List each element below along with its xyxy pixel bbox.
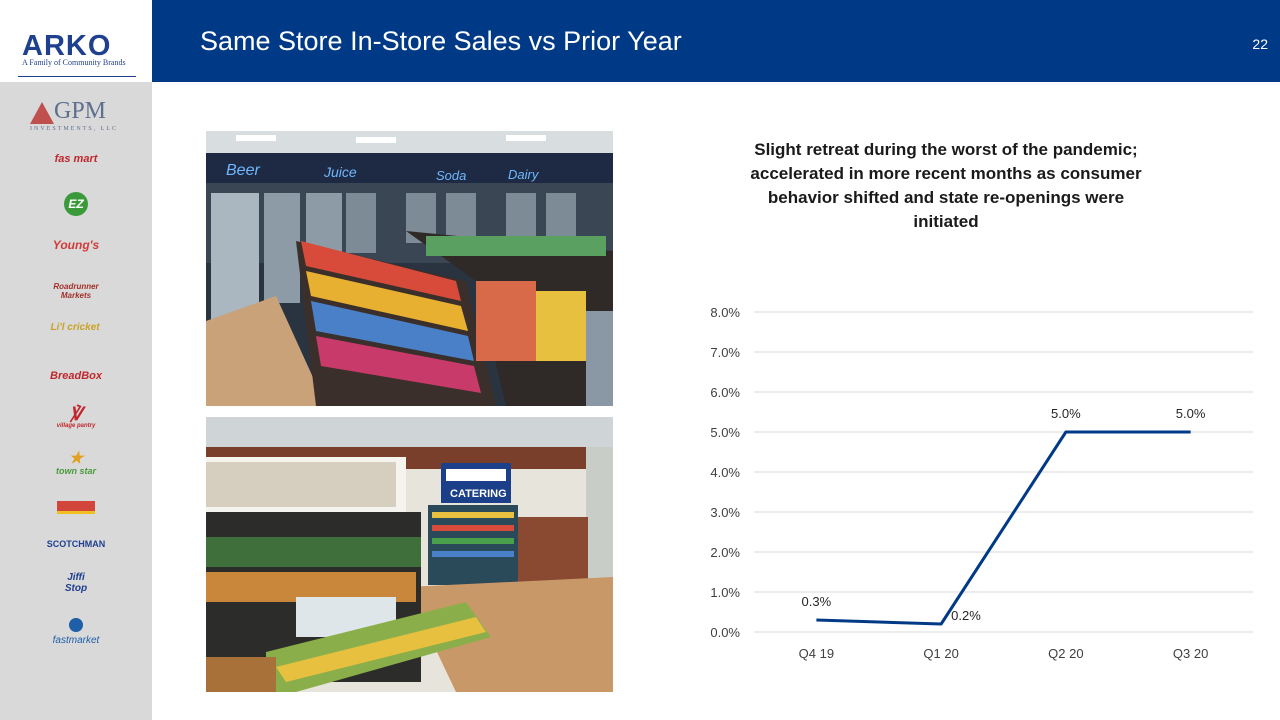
fastmarket-logo: fastmarket: [0, 618, 152, 646]
y-tick-label: 0.0%: [710, 625, 740, 640]
slide-header: Same Store In-Store Sales vs Prior Year …: [152, 0, 1280, 82]
lil-cricket-logo: Li'l cricket: [50, 322, 100, 333]
ez-logo: EZ: [0, 192, 152, 216]
gpm-triangle-icon: [30, 102, 54, 124]
star-icon: ★: [68, 450, 84, 467]
sales-line-chart: 0.0% 1.0% 2.0% 3.0% 4.0% 5.0% 6.0% 7.0% 8.0% Q4 1…: [710, 305, 1253, 661]
store-interior-photo: CATERING: [206, 417, 613, 692]
slide-title: Same Store In-Store Sales vs Prior Year: [200, 26, 682, 56]
jiffi-stop-logo: Jiffi Stop: [64, 572, 88, 594]
series-line: [816, 430, 1191, 626]
y-tick-label: 1.0%: [710, 585, 740, 600]
fastmarket-icon: [69, 618, 83, 632]
roadrunner-logo: Roadrunner Markets: [53, 282, 99, 300]
svg-text:CATERING: CATERING: [450, 488, 507, 500]
x-tick-label: Q1 20: [923, 646, 958, 661]
store-aisle-photo: Beer Juice Soda Dairy: [206, 131, 613, 406]
arko-logo-area: ARKO A Family of Community Brands: [0, 0, 152, 82]
apple-market-logo: [0, 501, 152, 516]
data-label: 5.0%: [1051, 406, 1081, 421]
y-tick-label: 4.0%: [710, 465, 740, 480]
x-tick-label: Q2 20: [1048, 646, 1083, 661]
y-tick-label: 6.0%: [710, 385, 740, 400]
arko-tagline: A Family of Community Brands: [22, 58, 126, 67]
town-star-logo: ★ town star: [0, 450, 152, 477]
village-pantry-logo: ℣ village pantry: [56, 404, 96, 429]
brand-sidebar: ARKO A Family of Community Brands GPM IN…: [0, 0, 152, 720]
page-number: 22: [1252, 36, 1268, 52]
fasmart-logo: fas mart: [54, 153, 98, 165]
data-label: 5.0%: [1176, 406, 1206, 421]
x-tick-label: Q3 20: [1173, 646, 1208, 661]
y-tick-label: 3.0%: [710, 505, 740, 520]
svg-text:Dairy: Dairy: [508, 167, 540, 182]
data-label: 0.3%: [802, 594, 832, 609]
youngs-logo: Young's: [52, 238, 100, 252]
scotchman-logo: SCOTCHMAN: [46, 539, 106, 549]
arko-logo: ARKO: [22, 30, 112, 62]
svg-text:Soda: Soda: [436, 168, 466, 183]
y-tick-label: 2.0%: [710, 545, 740, 560]
svg-text:Juice: Juice: [323, 164, 357, 180]
gpm-logo: GPM INVESTMENTS, LLC: [30, 98, 118, 132]
svg-text:Beer: Beer: [226, 162, 260, 179]
data-label: 0.2%: [951, 608, 981, 623]
breadbox-logo: BreadBox: [50, 370, 102, 382]
x-tick-label: Q4 19: [799, 646, 834, 661]
y-tick-label: 8.0%: [710, 305, 740, 320]
divider: [18, 76, 136, 77]
chart-title: Slight retreat during the worst of the p…: [750, 140, 1142, 231]
y-tick-label: 5.0%: [710, 425, 740, 440]
y-tick-label: 7.0%: [710, 345, 740, 360]
